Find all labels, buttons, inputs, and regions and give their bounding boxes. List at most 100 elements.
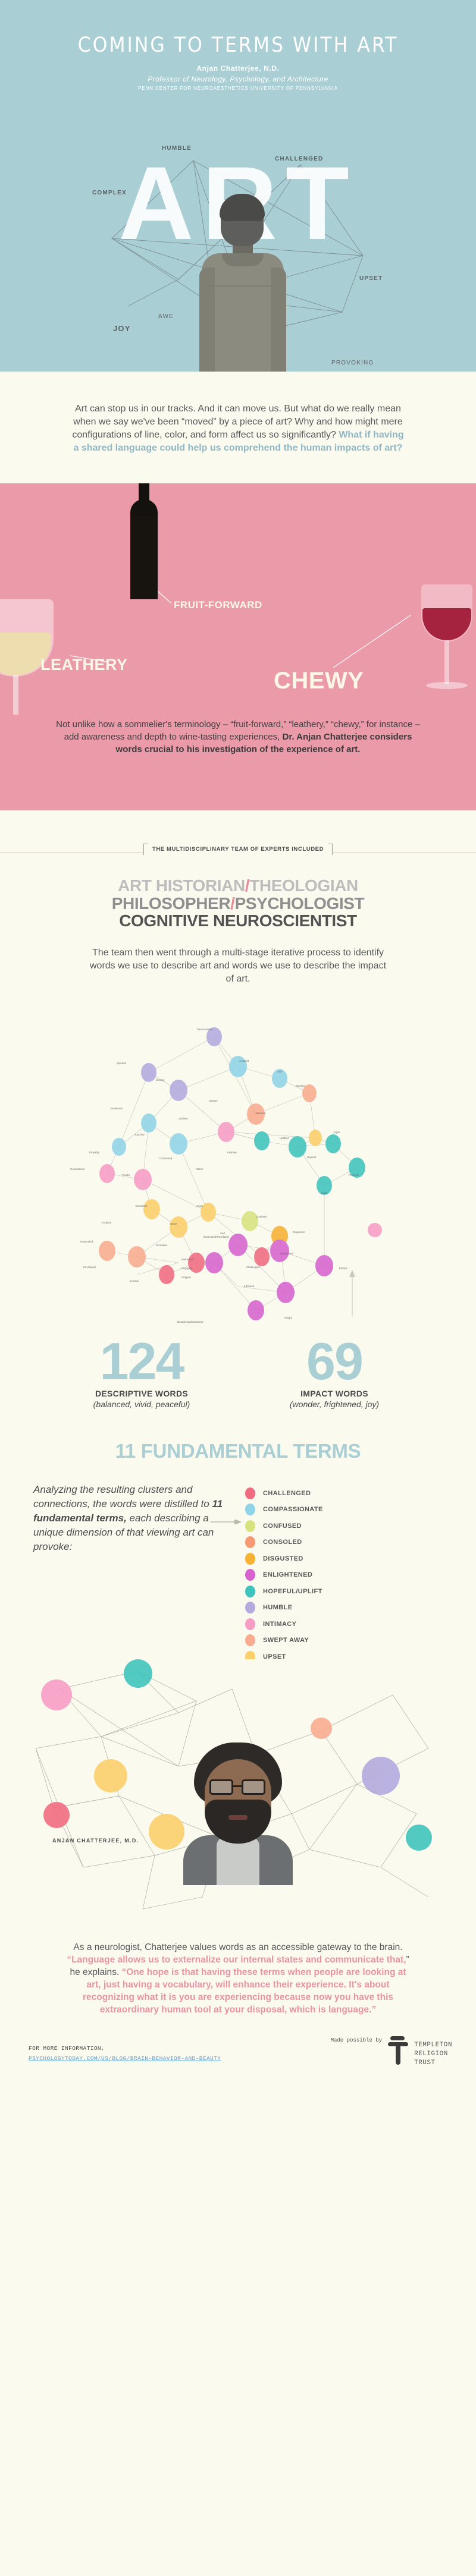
wine-label-leathery: LEATHERY: [40, 656, 128, 674]
wine-paragraph-plain: Not unlike how a sommelier's terminology…: [56, 719, 420, 742]
network-label: Illuminated/Revelatory: [203, 1235, 230, 1239]
intro-paragraph: Art can stop us in our tracks. And it ca…: [70, 402, 406, 455]
intro-highlight: What if having a shared language could h…: [73, 430, 404, 453]
network-label: Provoked: [156, 1244, 167, 1247]
experts-rule-label: THE MULTIDISCIPLINARY TEAM OF EXPERTS IN…: [143, 844, 333, 855]
portrait-constellation-section: ANJAN CHATTERJEE, M.D.: [0, 1659, 476, 1921]
legend-item-intimacy[interactable]: INTIMACY: [245, 1616, 443, 1633]
network-label: Enlightened: [280, 1252, 294, 1256]
legend-label: COMPASSIONATE: [263, 1506, 323, 1514]
stat-title: IMPACT WORDS: [300, 1389, 368, 1399]
hero-section: ART COMING TO TERMS WITH ART Anjan Chatt…: [0, 0, 476, 372]
legend-dot-icon: [245, 1487, 255, 1499]
legend-label: UPSET: [263, 1653, 286, 1660]
terms-description: Analyzing the resulting clusters and con…: [33, 1483, 230, 1665]
network-label: Upset: [170, 1222, 177, 1226]
final-paragraph: As a neurologist, Chatterjee values word…: [62, 1941, 414, 2016]
network-label: Moving: [156, 1078, 165, 1082]
made-possible-by-label: Made possible by: [330, 2037, 383, 2043]
network-label: Transcendent: [196, 1028, 212, 1031]
stat-number: 69: [306, 1332, 364, 1391]
network-label: Touched: [134, 1133, 145, 1137]
legend-label: HUMBLE: [263, 1604, 293, 1612]
final-quote-2: “One hope is that having these terms whe…: [83, 1967, 406, 2015]
arrow-right-icon: [211, 1520, 242, 1525]
expert-role-line-2: PHILOSOPHER/PSYCHOLOGIST: [0, 894, 476, 913]
legend-item-consoled[interactable]: CONSOLED: [245, 1534, 443, 1551]
network-label: Enveloped: [83, 1266, 96, 1269]
scatter-word-provoking: PROVOKING: [331, 360, 374, 366]
legend-dot-icon: [245, 1618, 255, 1630]
sponsor-line-2: RELIGION: [414, 2050, 448, 2058]
terms-heading: 11 FUNDAMENTAL TERMS: [115, 1440, 361, 1462]
network-label: Awe: [277, 1070, 283, 1074]
role-philosopher: PHILOSOPHER: [111, 894, 231, 913]
scatter-word-joy: JOY: [113, 324, 131, 333]
legend-item-challenged[interactable]: CHALLENGED: [245, 1485, 443, 1502]
terms-text-part1: Analyzing the resulting clusters and con…: [33, 1484, 212, 1510]
legend-label: INTIMACY: [263, 1620, 297, 1628]
wine-bottle-illustration: [128, 483, 160, 599]
network-label: Uplifted: [280, 1137, 289, 1140]
network-label: Curious: [130, 1279, 139, 1283]
hero-role: Professor of Neurology, Psychology, and …: [148, 75, 328, 83]
network-label: Disgusted: [293, 1231, 305, 1234]
legend-dot-icon: [245, 1504, 255, 1516]
network-label: Angry: [196, 1204, 203, 1208]
legend-dot-icon: [245, 1634, 255, 1647]
hero-author: Anjan Chatterjee, N.D.: [196, 64, 280, 73]
network-label: Challenged: [246, 1266, 260, 1269]
network-label: Disturbed: [136, 1204, 147, 1208]
wine-label-chewy: CHEWY: [274, 668, 364, 694]
intro-text: Art can stop us in our tracks. And it ca…: [72, 404, 403, 440]
legend-item-enlightened[interactable]: ENLIGHTENED: [245, 1567, 443, 1584]
network-label: Amazed: [239, 1059, 249, 1063]
terms-legend: CHALLENGED COMPASSIONATE CONFUSED CONSOL…: [211, 1483, 443, 1665]
final-mid: ” he explains.: [70, 1954, 409, 1977]
stat-number: 124: [99, 1332, 185, 1391]
footer-link[interactable]: PSYCHOLOGYTODAY.COM/US/BLOG/BRAIN-BEHAVI…: [29, 2055, 221, 2062]
legend-label: SWEPT AWAY: [263, 1637, 309, 1644]
legend-item-swept-away[interactable]: SWEPT AWAY: [245, 1633, 443, 1649]
legend-item-disgusted[interactable]: DISGUSTED: [245, 1550, 443, 1567]
infographic-page: ART COMING TO TERMS WITH ART Anjan Chatt…: [0, 0, 476, 2068]
final-quote-section: As a neurologist, Chatterjee values word…: [0, 1920, 476, 2016]
legend-item-compassionate[interactable]: COMPASSIONATE: [245, 1502, 443, 1518]
team-paragraph-wrap: The team then went through a multi-stage…: [0, 930, 476, 986]
network-label: Connected: [159, 1157, 173, 1160]
legend-item-humble[interactable]: HUMBLE: [245, 1600, 443, 1616]
terms-text-part2: each describing a unique dimension of th…: [33, 1512, 214, 1553]
role-theologian: THEOLOGIAN: [249, 876, 358, 895]
network-label: Interested: [181, 1258, 193, 1262]
final-part1: As a neurologist, Chatterjee values word…: [73, 1942, 403, 1952]
network-label: Emotional: [111, 1107, 123, 1111]
network-label: Insight: [284, 1316, 292, 1320]
wine-paragraph-bold: Dr. Anjan Chatterjee considers words cru…: [115, 732, 412, 754]
scatter-word-upset: UPSET: [359, 275, 383, 282]
legend-item-hopeful-uplift[interactable]: HOPEFUL/UPLIFT: [245, 1583, 443, 1600]
terms-text-bold: 11 fundamental terms,: [33, 1498, 223, 1524]
network-label: Confused: [256, 1215, 267, 1219]
role-psychologist: PSYCHOLOGIST: [234, 894, 365, 913]
sponsor-name: TEMPLETON RELIGION TRUST: [414, 2041, 452, 2068]
network-label: Wonder: [296, 1084, 305, 1088]
legend-dot-icon: [245, 1520, 255, 1532]
legend-dot-icon: [245, 1552, 255, 1565]
scatter-word-complex: COMPLEX: [92, 190, 127, 196]
stat-impact-words: 69 IMPACT WORDS (wonder, frightened, joy…: [254, 1332, 415, 1410]
legend-dot-icon: [245, 1536, 255, 1549]
network-label: Sublime: [178, 1117, 188, 1121]
slash-icon: /: [245, 876, 250, 895]
hero-figure-illustration: [198, 194, 287, 372]
network-label: Gripped: [181, 1276, 191, 1279]
network-label: Troubled: [101, 1221, 112, 1225]
network-label: Intoxicated: [80, 1240, 93, 1244]
wine-paragraph: Not unlike how a sommelier's terminology…: [52, 718, 424, 756]
footer-more-info-label: FOR MORE INFORMATION,: [29, 2045, 105, 2052]
slash-icon: /: [230, 894, 235, 913]
network-label: Calm: [321, 1191, 328, 1195]
role-art-historian: ART HISTORIAN: [118, 876, 245, 895]
legend-item-confused[interactable]: CONFUSED: [245, 1518, 443, 1534]
white-wine-glass-illustration: [0, 599, 60, 724]
network-graph: [99, 1027, 382, 1321]
